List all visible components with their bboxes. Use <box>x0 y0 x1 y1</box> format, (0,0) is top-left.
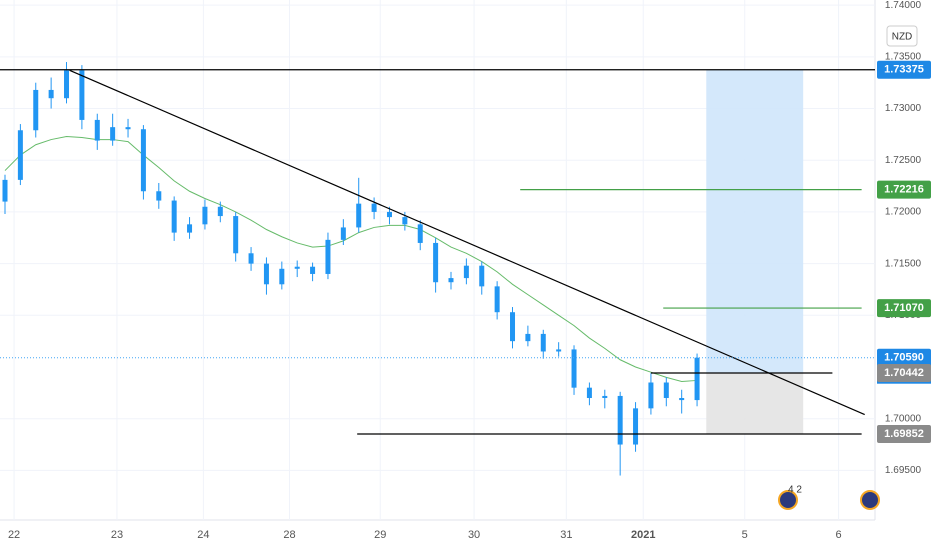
y-tick-label: 1.73500 <box>885 51 922 62</box>
candle-body <box>125 127 131 130</box>
x-tick-label: 31 <box>560 529 572 541</box>
candle-body <box>694 357 700 401</box>
position-zone <box>706 69 804 373</box>
candle-body <box>140 129 146 192</box>
x-tick-label: 5 <box>742 529 748 541</box>
x-tick-label: 28 <box>283 529 295 541</box>
price-label: 1.70590 <box>884 352 924 364</box>
candle-body <box>448 278 454 283</box>
candle-body <box>571 349 577 388</box>
x-tick-label: 29 <box>374 529 386 541</box>
currency-box[interactable] <box>886 25 918 47</box>
candle-body <box>64 70 70 99</box>
price-label-box <box>877 424 931 443</box>
event-badge: 4 2 <box>788 485 802 496</box>
candle-body <box>294 266 300 269</box>
currency: NZD <box>892 32 913 43</box>
event-icon <box>778 490 798 510</box>
y-tick-label: 1.72500 <box>885 155 922 166</box>
candle-body <box>310 266 316 274</box>
candle-body <box>202 206 208 225</box>
price-label-box <box>877 348 931 367</box>
trendline <box>69 69 865 416</box>
x-tick-label: 2021 <box>631 529 655 541</box>
candle-body <box>648 382 654 409</box>
y-tick-label: 1.74000 <box>885 0 922 11</box>
position-zone <box>706 372 804 434</box>
x-tick-label: 24 <box>197 529 209 541</box>
x-tick-label: 30 <box>468 529 480 541</box>
price-label-box <box>877 299 931 318</box>
x-tick-label: 22 <box>8 529 20 541</box>
candle-body <box>602 395 608 399</box>
candle-body <box>510 312 516 342</box>
candle-body <box>279 268 285 285</box>
candle-body <box>356 203 362 228</box>
event-icon <box>860 490 880 510</box>
price-label: 1.73375 <box>884 64 924 76</box>
candle-body <box>479 265 485 287</box>
candle-body <box>525 333 531 342</box>
candle-body <box>633 408 639 445</box>
price-label-box <box>877 60 931 79</box>
candle-body <box>48 89 54 99</box>
candle-body <box>494 286 500 313</box>
y-tick-label: 1.69500 <box>885 465 922 476</box>
candle-body <box>2 179 8 202</box>
price-label: 1.70442 <box>884 367 924 379</box>
candle-body <box>263 263 269 285</box>
candle-body <box>663 382 669 399</box>
candle-body <box>248 253 254 264</box>
price-label: 1.69852 <box>884 428 924 440</box>
candle-body <box>156 191 162 201</box>
candle-body <box>187 224 193 233</box>
candle-body <box>79 70 85 120</box>
y-tick-label: 1.72000 <box>885 207 922 218</box>
candle-body <box>33 89 39 131</box>
y-tick-label: 1.73000 <box>885 103 922 114</box>
candle-body <box>110 127 116 141</box>
candle-body <box>433 242 439 283</box>
y-tick-label: 1.70000 <box>885 413 922 424</box>
candle-body <box>463 265 469 279</box>
x-tick-label: 23 <box>111 529 123 541</box>
price-label: 1.72216 <box>884 184 924 196</box>
candle-body <box>94 119 100 141</box>
candle-body <box>17 130 23 180</box>
price-label-box <box>877 363 931 382</box>
candle-body <box>540 333 546 352</box>
candle-body <box>617 395 623 445</box>
candle-body <box>217 206 223 217</box>
candle-body <box>417 224 423 243</box>
x-tick-label: 6 <box>835 529 841 541</box>
candle-body <box>586 387 592 399</box>
candle-body <box>386 211 392 218</box>
price-label-box <box>877 180 931 199</box>
price-label: 1.71070 <box>884 302 924 314</box>
y-tick-label: 1.71500 <box>885 258 922 269</box>
candle-body <box>340 227 346 240</box>
candle-body <box>233 216 239 254</box>
moving-average <box>4 135 698 382</box>
candle-body <box>325 239 331 274</box>
candle-body <box>402 217 408 225</box>
candle-body <box>679 398 685 401</box>
candle-body <box>556 349 562 352</box>
candle-body <box>371 203 377 212</box>
candle-body <box>171 200 177 233</box>
